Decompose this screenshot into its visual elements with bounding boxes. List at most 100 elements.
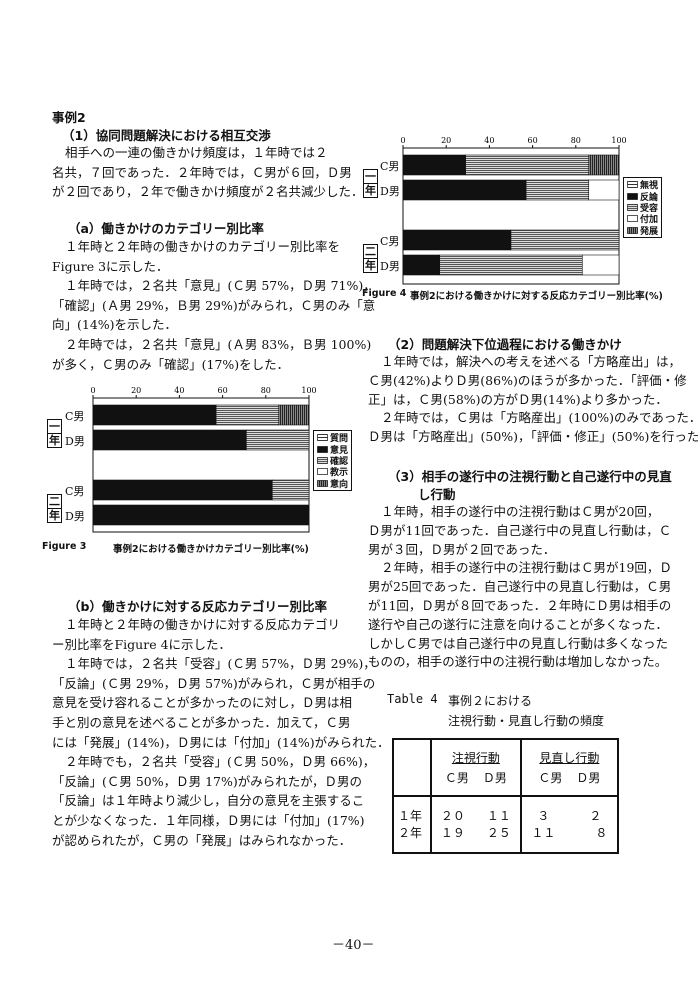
legend-label: 教示 bbox=[330, 468, 349, 479]
section-heading-3-cont: し行動 bbox=[418, 487, 456, 502]
category-label: C男 bbox=[380, 235, 400, 248]
category-label: D男 bbox=[65, 510, 85, 523]
text-line: とが少なくなった．１年同様，Ｄ男には「付加」(17%) bbox=[52, 812, 365, 828]
text-line: 「確認」(Ａ男 29%，Ｂ男 29%)がみられ，Ｃ男のみ「意 bbox=[52, 297, 376, 313]
bar-segment-受容 bbox=[465, 154, 590, 176]
category-label: D男 bbox=[380, 260, 400, 273]
text-line: 手と別の意見を述べることが多かった．加えて，Ｃ男 bbox=[52, 714, 351, 730]
text-line: １年時と２年時の働きかけのカテゴリー別比率を bbox=[65, 239, 341, 254]
category-label: C男 bbox=[380, 160, 400, 173]
bar-segment-意見 bbox=[92, 404, 217, 426]
group-label-box: 一年 bbox=[363, 169, 378, 198]
legend-swatch bbox=[317, 457, 328, 464]
x-tick-label: 0 bbox=[90, 386, 95, 395]
figure-caption-label: Figure 3 bbox=[42, 541, 87, 552]
legend-label: 質問 bbox=[330, 434, 349, 445]
legend-item: 受容 bbox=[627, 202, 659, 214]
text-line: ２年時では，２名共「意見」(Ａ男 83%，Ｂ男 100%) bbox=[65, 336, 372, 352]
legend: 質問 意見 確認 教示 意向 bbox=[313, 430, 353, 491]
paragraph-block: 相手への一連の働きかけ頻度は，１年時では２ 名共，７回であった．２年時では，Ｃ男が… bbox=[52, 143, 364, 202]
category-label: D男 bbox=[380, 185, 400, 198]
text-line: ー別比率をFigure 4に示した． bbox=[52, 636, 232, 652]
legend-label: 無視 bbox=[640, 181, 659, 192]
bar-segment-意見 bbox=[92, 479, 273, 501]
text-line: が２回であり，２年で働きかけ頻度が２名共減少した． bbox=[52, 184, 364, 200]
bar-segment-確認 bbox=[215, 404, 280, 426]
bar-segment-反論 bbox=[402, 254, 441, 276]
legend-label: 反論 bbox=[640, 192, 659, 203]
x-tick-label: 20 bbox=[131, 386, 141, 395]
text-line: 男が３回，Ｄ男が２回であった． bbox=[368, 541, 556, 557]
x-tick-label: 80 bbox=[261, 386, 271, 395]
text-line: 意見を受け容れることが多かったのに対し，Ｄ男は相 bbox=[52, 695, 353, 711]
table-row: ２０ １１ bbox=[440, 808, 511, 823]
bar-segment-意見 bbox=[92, 429, 247, 451]
subsection-heading-a: （a）働きかけのカテゴリー別比率 bbox=[68, 221, 264, 236]
legend-item: 無視 bbox=[627, 179, 659, 192]
bar-segment-付加 bbox=[581, 254, 620, 276]
text-line: １年時では，２名共「受容」(Ｃ男 57%，Ｄ男 29%)， bbox=[65, 656, 376, 672]
section-heading-2: （2）問題解決下位過程における働きかけ bbox=[388, 337, 622, 352]
text-line: が多く，Ｃ男のみ「確認」(17%)をした． bbox=[52, 356, 290, 372]
paragraph-block: １年時，相手の遂行中の注視行動はＣ男が20回， Ｄ男が11回であった．自己遂行中の… bbox=[368, 503, 672, 672]
x-tick-label: 20 bbox=[441, 136, 451, 145]
x-tick-label: 100 bbox=[301, 386, 316, 395]
text-line: １年時では，２名共「意見」(Ｃ男 57%，Ｄ男 71%)， bbox=[65, 278, 376, 294]
table-group-header: 見直し行動 Ｃ男 Ｄ男 bbox=[538, 751, 601, 785]
table-row: １９ ２５ bbox=[440, 825, 511, 840]
text-line: 名共，７回であった．２年時では，Ｃ男が６回，Ｄ男 bbox=[52, 164, 352, 180]
bar-segment-発展 bbox=[588, 154, 620, 176]
text-line: １年時と２年時の働きかけに対する反応カテゴリ bbox=[65, 617, 341, 632]
bar-segment-確認 bbox=[246, 429, 310, 451]
group-label-box: 一年 bbox=[47, 419, 62, 448]
bar-segment-反論 bbox=[402, 229, 512, 251]
legend-item: 付加 bbox=[627, 213, 659, 226]
page-number: －40－ bbox=[332, 938, 375, 953]
bar-segment-意向 bbox=[278, 404, 310, 426]
row-label: ２年 bbox=[398, 825, 423, 840]
text-line: ２年時，相手の遂行中の注視行動はＣ男が19回，Ｄ bbox=[381, 560, 672, 576]
table-row: １１ ８ bbox=[531, 825, 608, 840]
table-title-line1: 事例２における bbox=[448, 694, 533, 708]
case-title: 事例2 bbox=[52, 110, 86, 125]
bar-segment-反論 bbox=[402, 154, 466, 176]
category-label: C男 bbox=[65, 485, 85, 498]
legend-item: 反論 bbox=[627, 190, 659, 203]
legend-item: 意見 bbox=[317, 443, 348, 456]
text-line: 正」は，Ｃ男(58%)の方がＤ男(14%)より多かった． bbox=[368, 391, 668, 407]
text-line: Figure 3に示した． bbox=[52, 258, 169, 274]
table-label: Table 4 bbox=[387, 692, 438, 706]
bar-segment-付加 bbox=[588, 179, 620, 201]
text-line: 「反論」(Ｃ男 29%，Ｄ男 57%)がみられ，Ｃ男が相手の bbox=[52, 675, 376, 691]
x-tick-label: 40 bbox=[484, 136, 494, 145]
legend-swatch bbox=[627, 226, 638, 234]
legend-swatch bbox=[627, 192, 638, 200]
table-title-line2: 注視行動・見直し行動の頻度 bbox=[448, 714, 605, 728]
figure-caption-title: 事例2における働きかけカテゴリー別比率(%) bbox=[113, 544, 309, 555]
legend-label: 受容 bbox=[640, 203, 659, 214]
legend-label: 付加 bbox=[640, 215, 659, 226]
legend-label: 確認 bbox=[330, 456, 349, 467]
legend-swatch bbox=[627, 181, 638, 189]
x-tick-label: 60 bbox=[528, 136, 538, 145]
text-line: ２年時でも，２名共「受容」(Ｃ男 50%，Ｄ男 66%)， bbox=[65, 754, 376, 770]
legend: 無視 反論 受容 付加 発展 bbox=[623, 177, 663, 238]
subsection-heading-b: （b）働きかけに対する反応カテゴリー別比率 bbox=[68, 599, 327, 614]
plot-frame bbox=[92, 397, 310, 533]
legend-label: 意向 bbox=[330, 479, 349, 490]
x-tick-label: 0 bbox=[400, 136, 405, 145]
text-line: 「反論」(Ｃ男 50%，Ｄ男 17%)がみられたが，Ｄ男の bbox=[52, 773, 363, 789]
text-line: Ｃ男(42%)よりＤ男(86%)のほうが多かった．「評価・修 bbox=[368, 372, 687, 388]
text-line: 向」(14%)を示した． bbox=[52, 317, 178, 333]
x-tick-label: 80 bbox=[571, 136, 581, 145]
category-label: C男 bbox=[65, 410, 85, 423]
x-tick-label: 100 bbox=[611, 136, 626, 145]
section-heading-1: （1）協同問題解決における相互交渉 bbox=[62, 128, 271, 143]
bar-segment-受容 bbox=[439, 254, 583, 276]
table-group-header: 注視行動 Ｃ男 Ｄ男 bbox=[431, 739, 522, 796]
text-line: には「発展」(14%)，Ｄ男には「付加」(14%)がみられた． bbox=[52, 734, 390, 750]
paragraph-block: １年時では，解決への考えを述べる「方略産出」は， Ｃ男(42%)よりＤ男(86%)… bbox=[368, 353, 698, 447]
legend-swatch bbox=[627, 204, 638, 211]
